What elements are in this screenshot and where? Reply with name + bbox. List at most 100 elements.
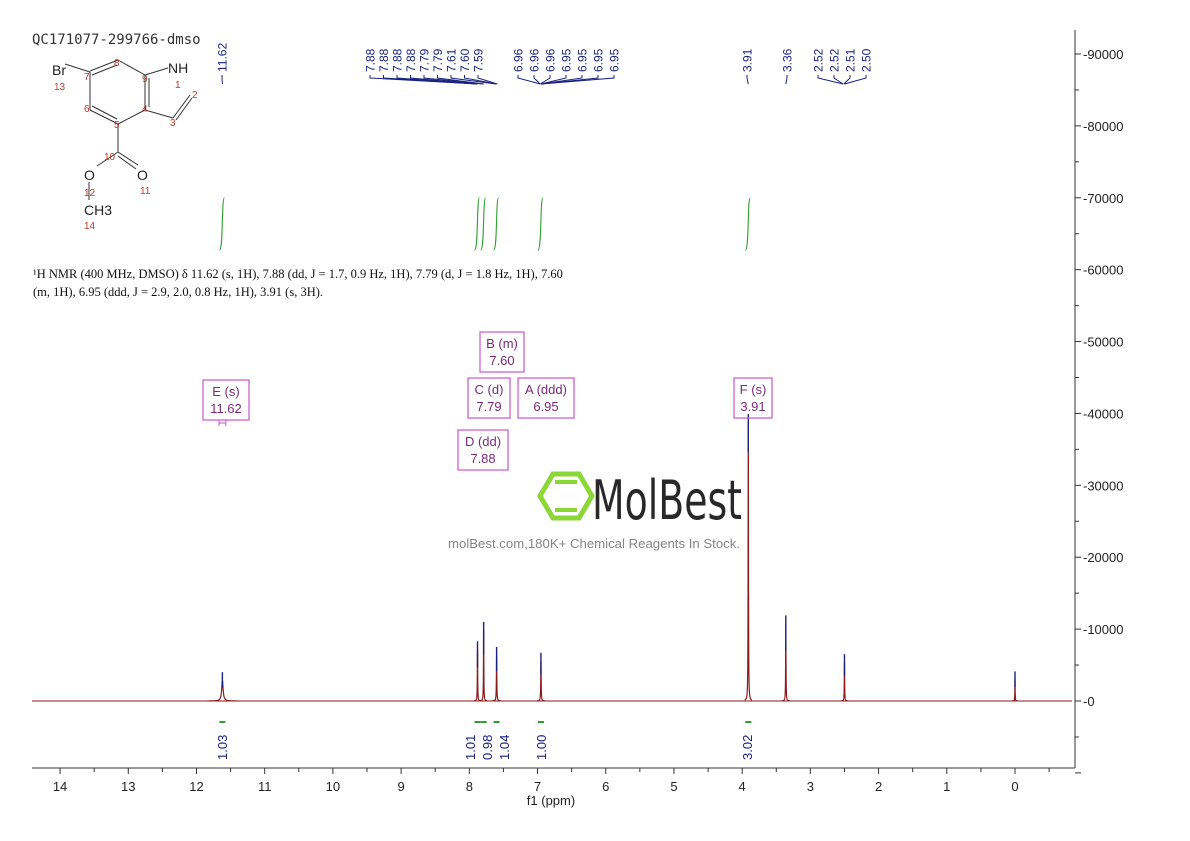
- x-axis-label: f1 (ppm): [527, 793, 575, 808]
- x-tick-label: 13: [121, 779, 135, 794]
- peak-label-connector: [746, 75, 749, 85]
- peak-label-connector: [540, 75, 615, 85]
- peak-label-connector: [423, 75, 484, 85]
- integral-value: 1.00: [534, 735, 549, 760]
- peak-label: 2.50: [860, 48, 874, 72]
- atom-o-ester: O: [84, 167, 95, 183]
- description-line-1: ¹H NMR (400 MHz, DMSO) δ 11.62 (s, 1H), …: [33, 267, 563, 281]
- peak-label: 6.96: [528, 48, 542, 72]
- atom-number: 14: [84, 221, 96, 232]
- integral-curve: [744, 197, 751, 251]
- peak-label: 6.95: [592, 48, 606, 72]
- peak-label: 3.91: [741, 48, 755, 72]
- integral-value: 1.03: [215, 735, 230, 760]
- peak-label: 6.96: [512, 48, 526, 72]
- peak-label-connector: [477, 75, 498, 85]
- y-tick-label: -40000: [1083, 406, 1123, 421]
- peak-label-connector: [817, 75, 844, 85]
- peak-label: 6.95: [576, 48, 590, 72]
- multiplet-shift: 11.62: [210, 401, 242, 416]
- x-tick-label: 3: [807, 779, 814, 794]
- y-tick-label: -80000: [1083, 119, 1123, 134]
- y-tick-label: -0: [1083, 694, 1095, 709]
- axes: 14 13 12 11 10 9 8 7 6 5 4 3 2 1 0-90000-80000-70000-6…: [32, 30, 1123, 794]
- x-tick-label: 14: [53, 779, 67, 794]
- peak-label: 7.79: [418, 48, 432, 72]
- multiplet-box-frame: [733, 377, 773, 419]
- chemical-structure: [64, 59, 193, 200]
- integral-curve: [493, 197, 500, 251]
- atom-number: 9: [142, 74, 148, 85]
- multiplet-box-frame: [467, 377, 511, 419]
- peak-label: 7.88: [391, 48, 405, 72]
- multiplet-label: B (m): [486, 336, 518, 351]
- structure-atom-labels: Br NH O O CH3: [52, 60, 188, 218]
- molbest-logo-hexagon-icon: [537, 471, 595, 521]
- peak-label-connector: [540, 75, 583, 85]
- peak-label-connector: [844, 75, 867, 85]
- integral-value: 1.04: [497, 735, 512, 760]
- y-tick-label: -30000: [1083, 478, 1123, 493]
- x-tick-label: 2: [875, 779, 882, 794]
- multiplet-label: E (s): [212, 384, 239, 399]
- atom-number: 13: [54, 82, 66, 93]
- multiplet-shift: 3.91: [740, 399, 765, 414]
- multiplet-label: C (d): [475, 382, 504, 397]
- multiplet-boxes: E (s) 11.62 B (m) 7.60 C (d) 7.79 A (ddd) 6.95 D…: [202, 331, 773, 471]
- atom-nh: NH: [168, 60, 188, 76]
- atom-o-carbonyl: O: [137, 167, 148, 183]
- peak-label: 7.88: [404, 48, 418, 72]
- peak-label-connector: [533, 75, 541, 85]
- x-tick-label: 11: [258, 779, 272, 794]
- x-tick-label: 4: [739, 779, 746, 794]
- molbest-tagline: molBest.com,180K+ Chemical Reagents In S…: [448, 537, 740, 551]
- integral-curve: [218, 197, 225, 251]
- peak-label-connector: [843, 75, 851, 85]
- molbest-logo-text: MolBest: [592, 469, 742, 532]
- x-tick-label: 0: [1011, 779, 1018, 794]
- atom-number: 12: [84, 188, 96, 199]
- peak-label: 7.88: [364, 48, 378, 72]
- integral-curve: [473, 197, 481, 251]
- atom-number: 2: [192, 90, 198, 101]
- atom-number: 1: [175, 80, 181, 91]
- peak-label: 11.62: [216, 43, 230, 72]
- x-tick-label: 6: [602, 779, 609, 794]
- multiplet-box: A (ddd) 6.95: [517, 377, 575, 419]
- atom-number: 4: [142, 104, 148, 115]
- multiplet-shift: 7.88: [470, 451, 495, 466]
- peak-label-connector: [833, 75, 844, 85]
- structure-atom-numbers: 1 2 3 4 5 6 7 8 9 10 11 12 13 14: [54, 58, 198, 232]
- peak-label-connector: [410, 75, 478, 85]
- x-tick-label: 12: [189, 779, 203, 794]
- atom-number: 8: [114, 58, 120, 69]
- nmr-description: ¹H NMR (400 MHz, DMSO) δ 11.62 (s, 1H), …: [33, 265, 633, 301]
- y-tick-label: -70000: [1083, 191, 1123, 206]
- y-tick-label: -10000: [1083, 622, 1123, 637]
- multiplet-box-frame: [457, 429, 509, 471]
- atom-number: 5: [114, 120, 120, 131]
- peak-label-connector: [785, 75, 788, 85]
- peak-label: 2.52: [828, 48, 842, 72]
- atom-br: Br: [52, 62, 66, 78]
- peak-label-connector: [517, 75, 541, 85]
- atom-number: 3: [170, 118, 176, 129]
- x-tick-label: 7: [534, 779, 541, 794]
- peak-label: 6.95: [560, 48, 574, 72]
- multiplet-shift: 7.79: [476, 399, 501, 414]
- atom-number: 6: [84, 104, 90, 115]
- multiplet-box: E (s) 11.62: [202, 379, 250, 421]
- spectrum: [32, 414, 1072, 702]
- peak-label: 3.36: [781, 48, 795, 72]
- multiplet-label: F (s): [740, 382, 767, 397]
- multiplet-label: D (dd): [465, 434, 501, 449]
- multiplet-box: B (m) 7.60: [479, 331, 525, 373]
- peak-label: 6.96: [544, 48, 558, 72]
- sample-name: QC171077-299766-dmso: [32, 32, 201, 48]
- peak-labels: 11.62 7.88 7.88 7.88 7.88 7.79 7.79 7.61 7.60 7.5…: [216, 43, 874, 85]
- multiplet-box: C (d) 7.79: [467, 377, 511, 419]
- multiplet-box-frame: [517, 377, 575, 419]
- multiplet-box-frame: [479, 331, 525, 373]
- integral-value: 1.01: [463, 735, 478, 760]
- multiplet-shift: 7.60: [489, 353, 514, 368]
